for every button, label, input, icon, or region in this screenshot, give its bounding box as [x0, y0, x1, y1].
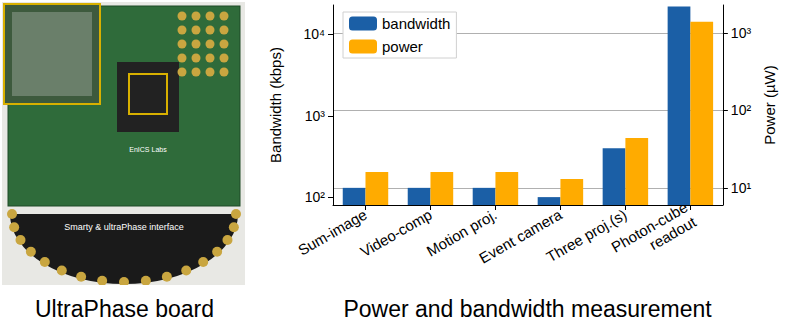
svg-text:10¹: 10¹: [731, 180, 752, 196]
svg-text:Motion proj.: Motion proj.: [423, 205, 500, 260]
svg-text:bandwidth: bandwidth: [382, 15, 450, 32]
svg-text:Smarty & ultraPhase interface: Smarty & ultraPhase interface: [64, 222, 184, 232]
svg-text:Power (µW): Power (µW): [761, 65, 778, 144]
svg-text:Sum-image: Sum-image: [295, 206, 370, 259]
svg-text:10³: 10³: [731, 25, 752, 41]
svg-text:10⁴: 10⁴: [303, 26, 325, 42]
svg-text:Video-comp: Video-comp: [357, 206, 435, 261]
svg-text:10³: 10³: [305, 108, 326, 124]
svg-text:10²: 10²: [731, 102, 752, 118]
html-text:UltraPhase board: UltraPhase board: [35, 296, 214, 322]
svg-text:readout: readout: [646, 213, 699, 254]
html-text:Power and bandwidth measuremen: Power and bandwidth measurement: [343, 296, 712, 322]
svg-text:EnICS Labs: EnICS Labs: [129, 146, 167, 153]
svg-text:10²: 10²: [305, 189, 326, 205]
svg-text:Three proj.(s): Three proj.(s): [543, 205, 630, 266]
svg-text:Photon-cube: Photon-cube: [608, 198, 691, 256]
svg-text:Event camera: Event camera: [476, 205, 565, 267]
svg-text:Bandwidth (kbps): Bandwidth (kbps): [267, 47, 284, 163]
svg-text:power: power: [382, 38, 423, 55]
